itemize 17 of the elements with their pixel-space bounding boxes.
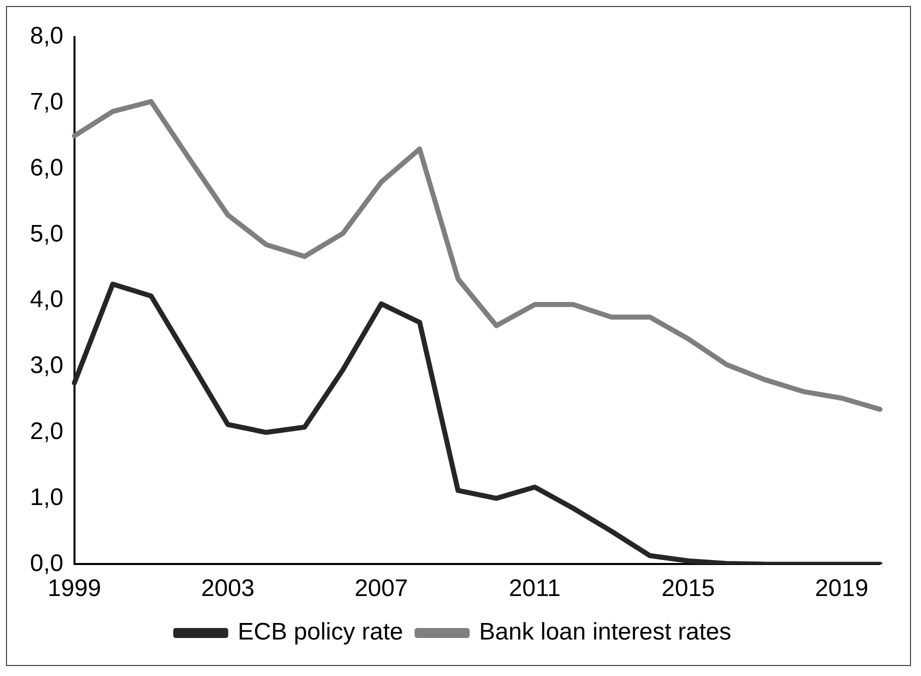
x-tick-label: 2003 [201, 575, 255, 602]
x-tick-label: 1999 [48, 575, 102, 602]
legend-label: Bank loan interest rates [479, 618, 732, 646]
y-tick-label: 6,0 [30, 154, 64, 182]
legend-label: ECB policy rate [238, 618, 404, 646]
y-tick-label: 3,0 [30, 352, 64, 380]
y-tick-label: 2,0 [30, 418, 64, 446]
y-tick-label: 4,0 [30, 286, 64, 314]
y-tick-label: 8,0 [30, 22, 64, 50]
x-tick-label: 2007 [354, 575, 408, 602]
x-tick-label: 2019 [814, 575, 868, 602]
x-tick-label: 2015 [661, 575, 715, 602]
y-tick-label: 7,0 [30, 88, 64, 116]
y-tick-label: 1,0 [30, 484, 64, 511]
y-tick-label: 0,0 [30, 550, 64, 577]
y-tick-label: 5,0 [30, 220, 64, 248]
x-tick-label: 2011 [508, 575, 561, 602]
